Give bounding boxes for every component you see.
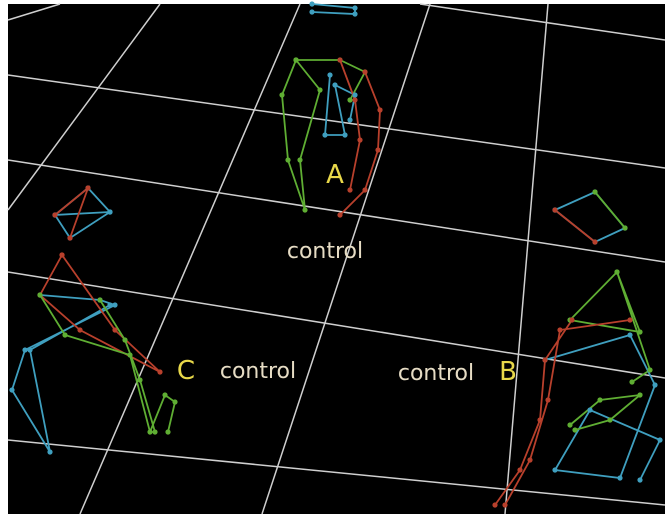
joint [302,207,308,213]
joint [557,327,563,333]
joint [542,357,548,363]
joint [165,429,171,435]
joint [327,72,333,78]
joint [347,97,353,103]
joint [637,477,643,483]
joint [377,107,383,113]
joint [627,332,633,338]
joint [309,9,315,15]
joint [107,209,113,215]
joint [293,57,299,63]
joint [342,132,348,138]
joint [122,337,128,343]
group-letter: C [177,356,195,386]
joint [614,269,620,275]
joint [332,82,338,88]
joint [492,502,498,508]
joint [527,457,533,463]
joint [337,212,343,218]
joint [607,417,613,423]
joint [537,417,543,423]
joint [152,429,158,435]
joint [517,467,523,473]
joint [309,1,315,7]
joint [322,132,328,138]
joint [62,332,68,338]
joint [52,212,58,218]
joint [597,397,603,403]
joint [347,117,353,123]
joint [347,187,353,193]
floor-grid [7,3,665,514]
joint [137,377,143,383]
joint [67,235,73,241]
joint [552,207,558,213]
joint [622,225,628,231]
joint [652,382,658,388]
joint [107,302,113,308]
figure-b [492,189,663,508]
joint [572,427,578,433]
joint [317,87,323,93]
joint [657,437,663,443]
joint [362,69,368,75]
group-caption: control [220,359,296,384]
joint [567,422,573,428]
joint [27,347,33,353]
joint [617,475,623,481]
joint [37,292,43,298]
joint [127,352,133,358]
joint [97,297,103,303]
joint [157,369,163,375]
group-caption: control [287,239,363,264]
joint [47,449,53,455]
joint [352,11,358,17]
joint [172,399,178,405]
joint [629,379,635,385]
joint [375,147,381,153]
joint [297,157,303,163]
joint [9,387,15,393]
joint [357,137,363,143]
figure-c [9,185,178,455]
figure-a [279,1,383,218]
group-letter: A [326,160,344,190]
joint [59,252,65,258]
joint [85,185,91,191]
joint [637,392,643,398]
group-caption: control [398,361,474,386]
joint [337,57,343,63]
joint [502,502,508,508]
joint [112,302,118,308]
joint [545,397,551,403]
joint [285,157,291,163]
joint [592,239,598,245]
joint [162,392,168,398]
joint [362,187,368,193]
joint [637,329,643,335]
joint [279,92,285,98]
joint [352,5,358,11]
joint [112,327,118,333]
joint [352,92,358,98]
joint [569,317,575,323]
joint [147,429,153,435]
joint [587,407,593,413]
joint [552,467,558,473]
joint [592,189,598,195]
joint [22,347,28,353]
joint [352,97,358,103]
joint [77,327,83,333]
group-letter: B [499,357,517,387]
joint [627,317,633,323]
joint [647,367,653,373]
